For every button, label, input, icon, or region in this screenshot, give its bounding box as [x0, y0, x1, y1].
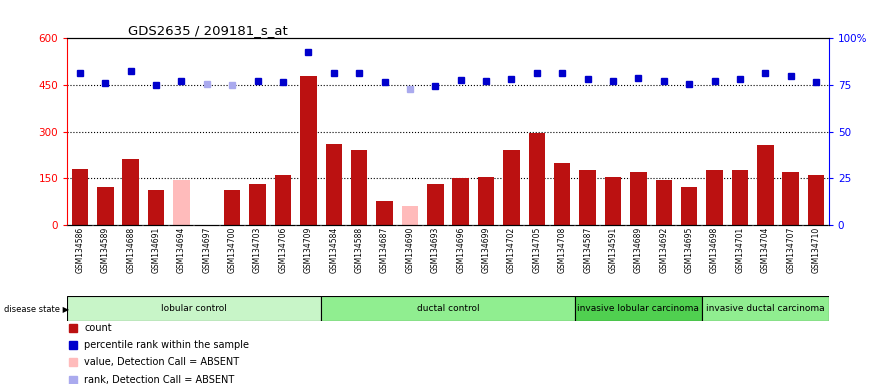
Bar: [575, 296, 702, 321]
Text: GSM134701: GSM134701: [736, 227, 745, 273]
Text: ductal control: ductal control: [417, 304, 479, 313]
Bar: [72, 169, 88, 225]
Text: disease state ▶: disease state ▶: [4, 304, 70, 313]
Text: GSM134588: GSM134588: [355, 227, 364, 273]
Text: GSM134705: GSM134705: [532, 227, 541, 273]
Text: percentile rank within the sample: percentile rank within the sample: [84, 340, 249, 350]
Text: GSM134697: GSM134697: [202, 227, 211, 273]
Text: GSM134688: GSM134688: [126, 227, 135, 273]
Text: GSM134586: GSM134586: [75, 227, 84, 273]
Text: GSM134710: GSM134710: [812, 227, 821, 273]
Bar: [148, 190, 164, 225]
Text: GSM134687: GSM134687: [380, 227, 389, 273]
Text: GSM134704: GSM134704: [761, 227, 770, 273]
Text: count: count: [84, 323, 112, 333]
Bar: [580, 170, 596, 225]
Bar: [97, 187, 114, 225]
Bar: [478, 177, 495, 225]
Text: GSM134708: GSM134708: [557, 227, 567, 273]
Bar: [529, 133, 545, 225]
Bar: [427, 184, 444, 225]
Text: GSM134698: GSM134698: [710, 227, 719, 273]
Bar: [706, 170, 723, 225]
Text: value, Detection Call = ABSENT: value, Detection Call = ABSENT: [84, 358, 239, 367]
Text: GSM134709: GSM134709: [304, 227, 313, 273]
Bar: [808, 175, 824, 225]
Text: GSM134706: GSM134706: [279, 227, 288, 273]
Text: GSM134694: GSM134694: [177, 227, 186, 273]
Text: GSM134695: GSM134695: [685, 227, 694, 273]
Text: rank, Detection Call = ABSENT: rank, Detection Call = ABSENT: [84, 374, 235, 384]
Bar: [275, 175, 291, 225]
Text: GSM134692: GSM134692: [659, 227, 668, 273]
Text: GSM134702: GSM134702: [507, 227, 516, 273]
Bar: [554, 162, 571, 225]
Bar: [325, 144, 342, 225]
Bar: [757, 146, 773, 225]
Text: GSM134691: GSM134691: [151, 227, 160, 273]
Bar: [224, 190, 240, 225]
Bar: [376, 201, 392, 225]
Bar: [249, 184, 266, 225]
Text: GSM134707: GSM134707: [786, 227, 796, 273]
Bar: [656, 180, 672, 225]
Bar: [401, 206, 418, 225]
Text: invasive ductal carcinoma: invasive ductal carcinoma: [706, 304, 824, 313]
Text: GSM134703: GSM134703: [253, 227, 263, 273]
Text: lobular control: lobular control: [161, 304, 227, 313]
Text: GSM134690: GSM134690: [405, 227, 415, 273]
Bar: [782, 172, 799, 225]
Bar: [300, 76, 316, 225]
Bar: [173, 180, 190, 225]
Text: GSM134700: GSM134700: [228, 227, 237, 273]
Text: GDS2635 / 209181_s_at: GDS2635 / 209181_s_at: [128, 24, 288, 37]
Text: GSM134696: GSM134696: [456, 227, 465, 273]
Bar: [351, 150, 367, 225]
Text: GSM134584: GSM134584: [329, 227, 339, 273]
Bar: [732, 170, 748, 225]
Bar: [605, 177, 621, 225]
Bar: [67, 296, 321, 321]
Bar: [452, 178, 469, 225]
Bar: [123, 159, 139, 225]
Text: GSM134587: GSM134587: [583, 227, 592, 273]
Text: GSM134689: GSM134689: [633, 227, 643, 273]
Text: GSM134591: GSM134591: [608, 227, 617, 273]
Text: invasive lobular carcinoma: invasive lobular carcinoma: [577, 304, 700, 313]
Bar: [504, 150, 520, 225]
Text: GSM134589: GSM134589: [100, 227, 110, 273]
Bar: [681, 187, 697, 225]
Bar: [321, 296, 575, 321]
Text: GSM134693: GSM134693: [431, 227, 440, 273]
Text: GSM134699: GSM134699: [481, 227, 491, 273]
Bar: [630, 172, 647, 225]
Bar: [702, 296, 829, 321]
